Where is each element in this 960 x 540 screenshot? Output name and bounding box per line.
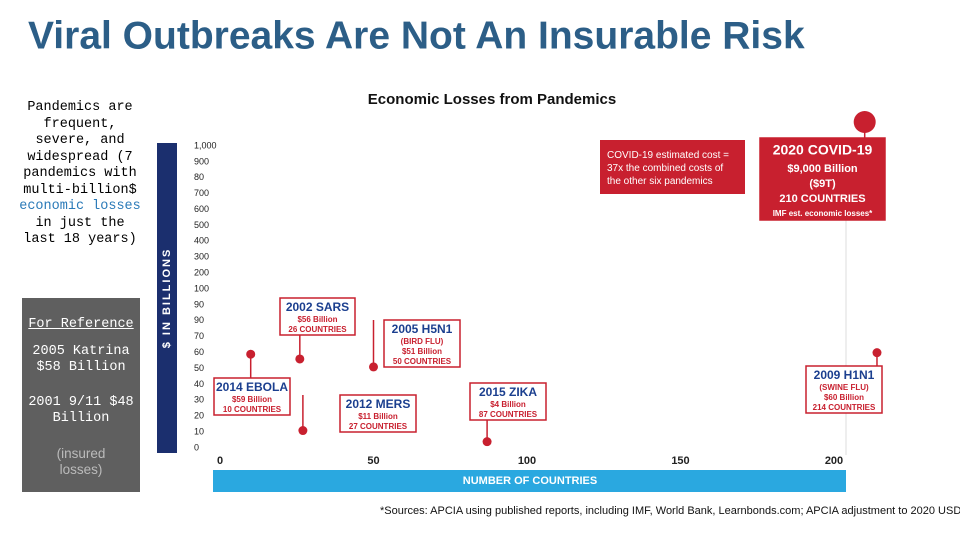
label-line: $11 Billion	[358, 412, 398, 421]
label-title: 2009 H1N1	[814, 368, 875, 382]
y-tick-label: 30	[194, 395, 204, 405]
y-tick-label: 10	[194, 426, 204, 436]
x-tick-label: 200	[825, 455, 843, 467]
label-line: 50 COUNTRIES	[393, 357, 452, 366]
label-title: 2002 SARS	[286, 300, 349, 314]
y-tick-label: 600	[194, 204, 209, 214]
reference-item: 2005 Katrina $58 Billion	[32, 343, 130, 376]
y-tick-label: 90	[194, 299, 204, 309]
y-tick-label: 1,000	[194, 140, 217, 150]
y-tick-label: 60	[194, 347, 204, 357]
y-tick-label: 50	[194, 363, 204, 373]
y-tick-label: 400	[194, 236, 209, 246]
x-axis-label: NUMBER OF COUNTRIES	[463, 475, 597, 487]
source: *Sources: APCIA using published reports,…	[380, 505, 960, 517]
y-tick-label: 80	[194, 172, 204, 182]
reference-item: 2001 9/11 $48 Billion	[28, 394, 134, 427]
y-tick-label: 0	[194, 442, 199, 452]
y-axis-band	[157, 143, 177, 453]
label-line: 10 COUNTRIES	[223, 405, 282, 414]
x-tick-label: 50	[367, 455, 379, 467]
chart-title: Economic Losses from Pandemics	[368, 91, 616, 108]
label-line: 87 COUNTRIES	[479, 410, 538, 419]
slide-title: Viral Outbreaks Are Not An Insurable Ris…	[28, 14, 805, 57]
label-title: 2015 ZIKA	[479, 385, 537, 399]
x-tick-label: 0	[217, 455, 223, 467]
label-line: 26 COUNTRIES	[288, 325, 347, 334]
y-axis-label: $ IN BILLIONS	[161, 248, 173, 349]
y-tick-label: 40	[194, 379, 204, 389]
reference-box: For Reference 2005 Katrina $58 Billion 2…	[22, 298, 140, 492]
label-line: $9,000 Billion	[787, 163, 858, 175]
intro: Pandemics are frequent, severe, and wide…	[18, 100, 142, 249]
label-line: $60 Billion	[824, 393, 864, 402]
label-title: 2012 MERS	[346, 397, 411, 411]
label-line: 27 COUNTRIES	[349, 422, 408, 431]
label-box	[759, 137, 886, 221]
label-box	[213, 377, 291, 416]
intro-text: in just the last 18 years)	[23, 215, 137, 248]
label-line: $59 Billion	[232, 395, 272, 404]
point	[369, 362, 378, 372]
y-tick-label: 100	[194, 283, 209, 293]
intro-link: economic losses	[19, 199, 141, 214]
intro-text: Pandemics are frequent, severe, and wide…	[23, 100, 137, 198]
label-box	[279, 297, 356, 336]
label-line: $4 Billion	[490, 400, 526, 409]
label-line: (BIRD FLU)	[401, 337, 444, 346]
label-line: $51 Billion	[402, 347, 442, 356]
point	[298, 426, 308, 436]
y-tick-label: 200	[194, 268, 209, 278]
label-line: 210 COUNTRIES	[779, 193, 865, 205]
y-tick-label: 500	[194, 220, 209, 230]
x-tick-label: 150	[671, 455, 689, 467]
y-tick-label: 90	[194, 315, 204, 325]
x-tick-label: 100	[518, 455, 536, 467]
reference-note: (insured losses)	[56, 445, 106, 478]
y-tick-label: 900	[194, 156, 209, 166]
point	[853, 111, 876, 133]
point	[482, 437, 492, 447]
label-box	[383, 319, 461, 368]
label-line: 214 COUNTRIES	[813, 403, 876, 412]
label-box	[469, 382, 547, 421]
callout: COVID-19 estimated cost = 37x the combine…	[607, 150, 729, 187]
x-axis-band	[213, 470, 846, 492]
point	[872, 348, 882, 358]
y-tick-label: 700	[194, 188, 209, 198]
y-tick-label: 300	[194, 252, 209, 262]
label-box	[805, 365, 883, 414]
label-title: 2005 H5N1	[392, 322, 453, 336]
label-line: ($9T)	[809, 178, 836, 190]
point	[295, 354, 305, 364]
point	[246, 349, 256, 359]
callout-box	[600, 140, 745, 194]
label-box	[339, 394, 417, 433]
label-line: (SWINE FLU)	[819, 383, 869, 392]
label-line: $56 Billion	[297, 315, 337, 324]
y-tick-label: 20	[194, 411, 204, 421]
reference-heading: For Reference	[28, 317, 134, 332]
label-title: 2020 COVID-19	[773, 142, 873, 158]
label-line: IMF est. economic losses*	[773, 209, 873, 218]
y-tick-label: 70	[194, 331, 204, 341]
label-title: 2014 EBOLA	[216, 380, 288, 394]
